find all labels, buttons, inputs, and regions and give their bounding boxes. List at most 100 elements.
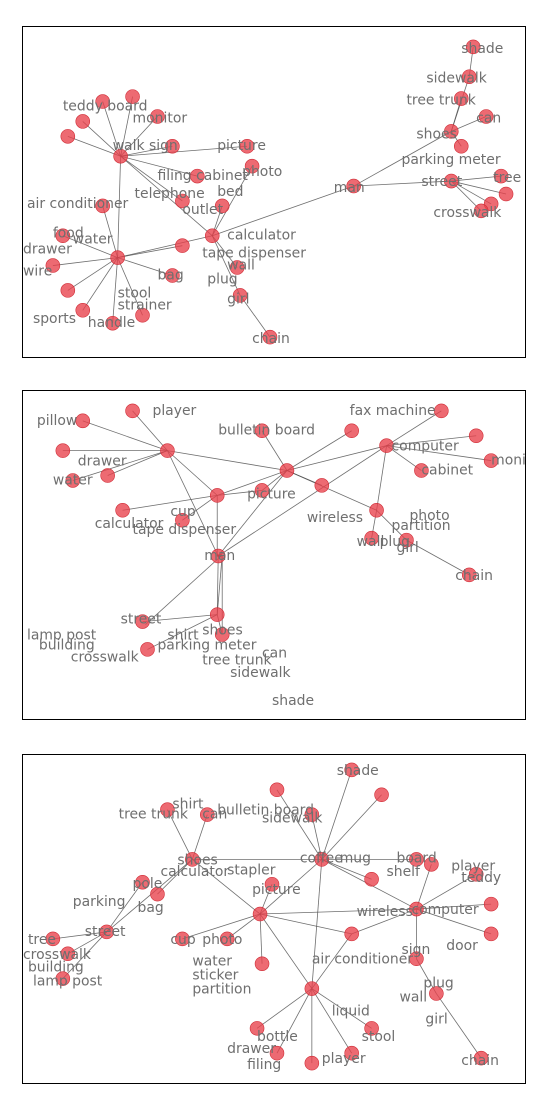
graph-node: [379, 438, 394, 453]
labels-1: shade sidewalk tree trunk can shoes park…: [23, 41, 521, 347]
graph-node: [483, 896, 499, 912]
edge: [276, 789, 323, 860]
node-label: fax machine: [350, 403, 436, 419]
node-label: shoes: [416, 126, 456, 142]
edge: [211, 165, 253, 236]
node-label: calculator: [95, 516, 164, 532]
graph-node: [209, 607, 225, 622]
graph-node: [483, 926, 499, 942]
node-label: lamp post: [27, 627, 97, 643]
node-label: shade: [461, 41, 503, 57]
edge: [52, 257, 118, 266]
graph-node: [160, 802, 175, 817]
node-label: picture: [247, 486, 296, 502]
graph-node: [314, 478, 330, 493]
graph-node: [113, 148, 128, 164]
graph-node: [165, 139, 180, 154]
node-label: outlet: [182, 202, 223, 218]
edge: [386, 410, 442, 447]
node-label: can: [476, 110, 501, 126]
node-label: board: [397, 850, 437, 866]
edge: [416, 864, 432, 910]
node-label: sign: [401, 942, 430, 958]
node-label: can: [262, 645, 287, 661]
edge: [120, 145, 248, 157]
node-label: shade: [337, 763, 379, 779]
node-label: tape dispenser: [202, 246, 306, 262]
edge: [261, 430, 288, 471]
node-label: parking: [73, 894, 126, 910]
graph-node: [364, 530, 379, 546]
graph-node: [135, 307, 150, 323]
edge: [167, 450, 288, 471]
node-label: crosswalk: [433, 205, 502, 221]
graph-node: [409, 852, 424, 867]
graph-node: [252, 906, 268, 922]
edge: [211, 235, 241, 296]
edge: [107, 450, 168, 476]
edge: [167, 450, 219, 557]
edge: [167, 450, 218, 496]
network-graph-2: fax machine bulletin board player comput…: [27, 403, 525, 709]
graph-node: [75, 303, 91, 318]
edge: [120, 145, 173, 157]
graph-node: [175, 193, 190, 209]
graph-node: [210, 548, 226, 564]
node-label: chain: [461, 1053, 499, 1069]
edge: [112, 257, 119, 324]
node-label: wall: [357, 534, 385, 550]
edge: [260, 908, 417, 915]
edge: [212, 185, 354, 237]
edge: [120, 116, 158, 157]
edge: [259, 913, 352, 935]
node-label: street: [121, 612, 162, 628]
graph-node: [483, 196, 499, 212]
edge: [321, 769, 353, 860]
graph-node: [429, 986, 444, 1001]
graph-node: [175, 512, 190, 528]
node-label: shelf: [387, 864, 422, 880]
edge: [182, 913, 261, 940]
graph-node: [468, 428, 484, 443]
edge: [217, 470, 288, 496]
edge: [102, 101, 121, 157]
graph-panel-1: shade sidewalk tree trunk can shoes park…: [22, 26, 526, 358]
node-label: mug: [340, 850, 371, 866]
graph-node: [364, 1021, 379, 1036]
edge: [120, 96, 133, 157]
graph-node: [409, 951, 424, 967]
node-label: girl: [425, 1011, 447, 1027]
node-label: parking meter: [401, 152, 500, 168]
node-label: plug: [380, 534, 410, 550]
edge: [286, 430, 352, 471]
graph-node: [229, 260, 245, 275]
node-label: crosswalk: [23, 947, 92, 963]
graph-node: [105, 315, 120, 331]
node-label: picture: [217, 138, 266, 154]
graph-node: [369, 503, 384, 518]
node-label: water: [53, 472, 93, 488]
graph-node: [160, 443, 175, 458]
edge: [376, 445, 387, 511]
node-label: stool: [362, 1029, 396, 1045]
graph-node: [204, 228, 220, 243]
graph-node: [478, 109, 494, 124]
nodes-2: [55, 403, 499, 657]
edge: [217, 489, 263, 496]
node-label: coffee: [300, 850, 343, 866]
graph-node: [374, 787, 389, 803]
edge: [106, 881, 143, 933]
edge: [117, 257, 143, 316]
graph-node: [75, 413, 91, 429]
node-label: shoes: [202, 623, 242, 639]
node-label: wire: [23, 264, 52, 280]
node-label: stapler: [227, 862, 276, 878]
nodes-3: [45, 762, 499, 1071]
edge: [167, 809, 193, 860]
graph-node: [264, 876, 280, 892]
node-label: monitor: [491, 453, 525, 469]
edge: [62, 931, 107, 979]
graph-node: [60, 283, 76, 298]
node-label: partition: [392, 518, 451, 534]
node-label: girl: [397, 540, 419, 556]
